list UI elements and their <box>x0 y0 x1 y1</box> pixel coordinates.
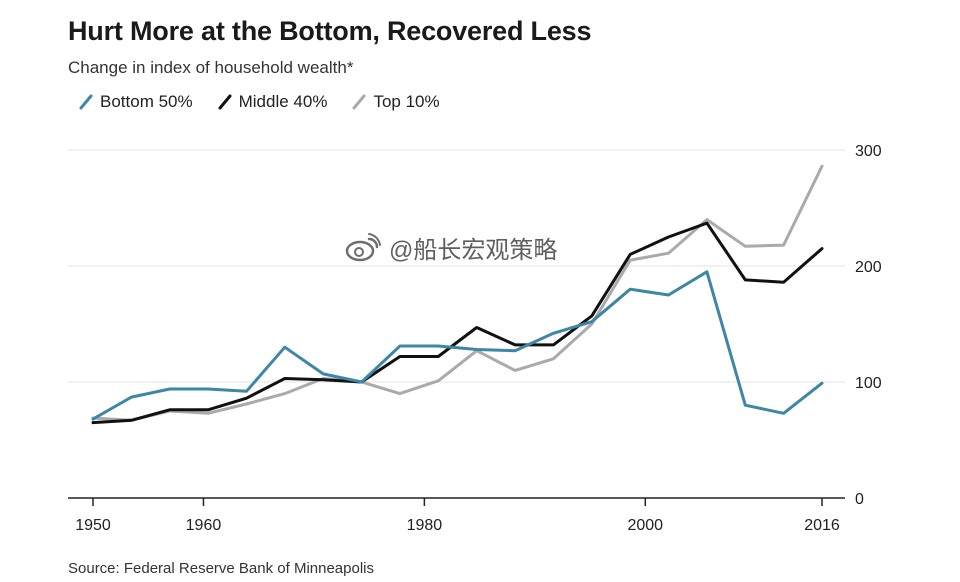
legend-item-middle-40: Middle 40% <box>217 92 328 112</box>
chart-title: Hurt More at the Bottom, Recovered Less <box>68 16 592 46</box>
series-lines <box>91 164 824 425</box>
weibo-icon <box>345 232 381 261</box>
y-tick-label-100: 100 <box>855 375 882 392</box>
series-line-middle-40- <box>91 221 824 425</box>
y-tick-label-300: 300 <box>855 143 882 160</box>
legend-label-middle-40: Middle 40% <box>238 92 328 111</box>
legend-mark-bottom-50 <box>79 94 93 110</box>
chart-source: Source: Federal Reserve Bank of Minneapo… <box>68 560 374 577</box>
legend-mark-top-10 <box>352 94 366 110</box>
x-tick-label-1980: 1980 <box>407 517 443 534</box>
legend-item-bottom-50: Bottom 50% <box>78 92 193 112</box>
legend-mark-middle-40 <box>218 94 232 110</box>
y-tick-label-0: 0 <box>855 491 864 508</box>
series-line-bottom-50- <box>91 270 824 421</box>
legend-label-top-10: Top 10% <box>373 92 440 111</box>
watermark: @船长宏观策略 <box>345 230 557 265</box>
chart-subtitle: Change in index of household wealth* <box>68 58 354 77</box>
x-tick-label-1960: 1960 <box>186 517 222 534</box>
gridlines <box>68 149 845 383</box>
legend-label-bottom-50: Bottom 50% <box>100 92 193 111</box>
watermark-text: @船长宏观策略 <box>389 237 558 264</box>
y-axis-labels: 0 100 200 300 <box>855 143 882 508</box>
legend-item-top-10: Top 10% <box>351 92 440 112</box>
x-tick-label-2016: 2016 <box>804 517 840 534</box>
legend: Bottom 50% Middle 40% Top 10% <box>78 92 440 112</box>
y-tick-label-200: 200 <box>855 259 882 276</box>
x-axis: 1950 1960 1980 2000 2016 <box>68 497 845 534</box>
x-tick-label-1950: 1950 <box>75 517 111 534</box>
x-tick-label-2000: 2000 <box>627 517 663 534</box>
